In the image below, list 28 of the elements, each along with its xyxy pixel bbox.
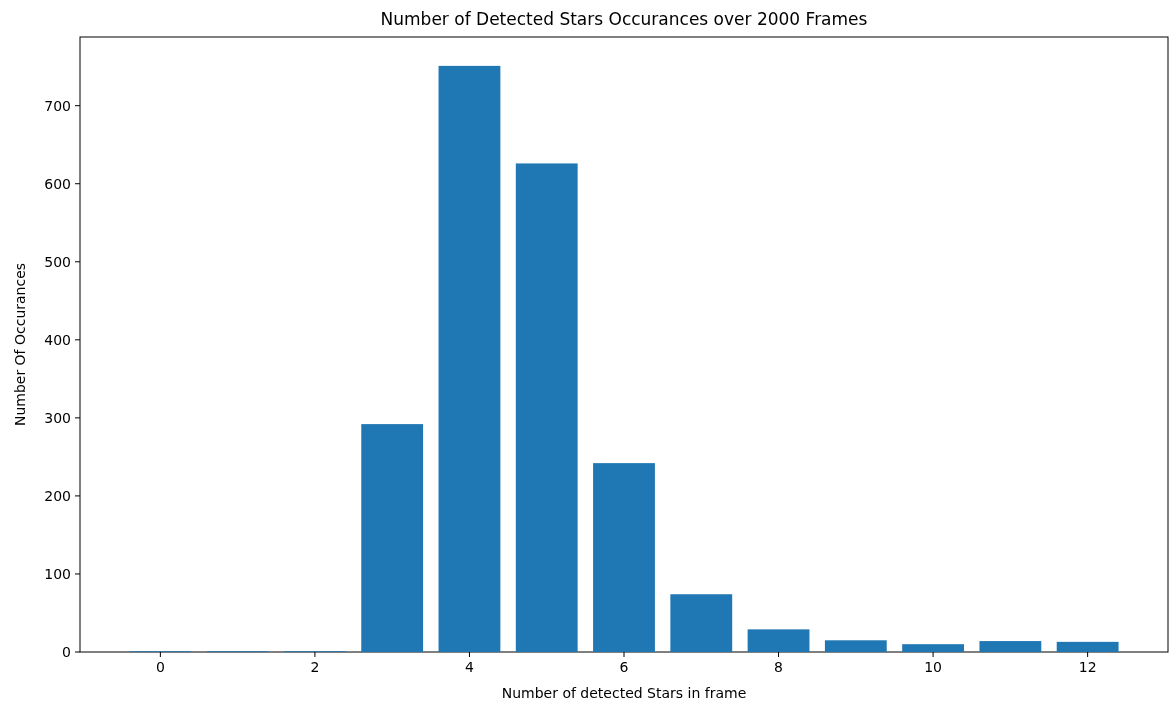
bar (1056, 641, 1119, 652)
bar (593, 463, 655, 652)
y-tick-label: 700 (44, 97, 71, 114)
x-tick-label: 2 (310, 659, 320, 675)
x-tick-label: 10 (924, 659, 942, 675)
y-tick-label: 300 (44, 409, 71, 426)
bar (515, 163, 578, 652)
bar (670, 594, 733, 652)
bar (824, 640, 887, 652)
x-axis-title: Number of detected Stars in frame (501, 685, 747, 701)
x-tick-label: 6 (619, 659, 629, 675)
y-tick-label: 600 (44, 175, 71, 192)
x-tick-label: 4 (464, 659, 474, 675)
x-tick-label: 12 (1078, 659, 1097, 675)
y-axis-title: Number Of Occurances (12, 262, 28, 427)
y-tick-label: 500 (44, 253, 71, 270)
bar (438, 65, 501, 652)
x-tick-label: 8 (774, 659, 784, 675)
bar (361, 424, 424, 652)
bar (747, 629, 810, 652)
bar (979, 641, 1042, 652)
bar (902, 644, 964, 652)
y-tick-label: 200 (44, 487, 71, 504)
chart-title: Number of Detected Stars Occurances over 2000 Frames (380, 9, 868, 29)
x-tick-label: 0 (155, 659, 165, 675)
y-tick-label: 400 (44, 331, 71, 348)
y-tick-label: 100 (44, 565, 71, 582)
y-tick-label: 0 (62, 643, 71, 660)
